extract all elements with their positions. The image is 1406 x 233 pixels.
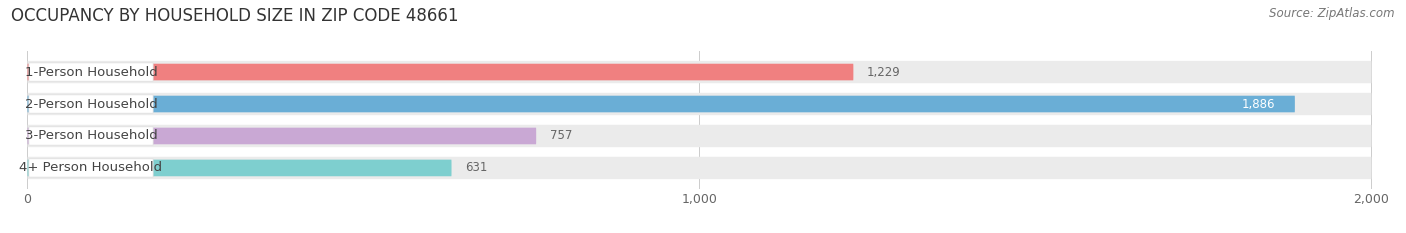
Text: 4+ Person Household: 4+ Person Household	[20, 161, 163, 175]
Text: Source: ZipAtlas.com: Source: ZipAtlas.com	[1270, 7, 1395, 20]
FancyBboxPatch shape	[28, 157, 1371, 179]
Text: OCCUPANCY BY HOUSEHOLD SIZE IN ZIP CODE 48661: OCCUPANCY BY HOUSEHOLD SIZE IN ZIP CODE …	[11, 7, 458, 25]
Text: 2-Person Household: 2-Person Household	[25, 97, 157, 110]
FancyBboxPatch shape	[28, 128, 536, 144]
Text: 757: 757	[550, 130, 572, 143]
Text: 1,886: 1,886	[1241, 97, 1275, 110]
Text: 1,229: 1,229	[868, 65, 901, 79]
FancyBboxPatch shape	[30, 95, 153, 113]
FancyBboxPatch shape	[30, 159, 153, 177]
FancyBboxPatch shape	[30, 63, 153, 81]
FancyBboxPatch shape	[30, 127, 153, 145]
Text: 3-Person Household: 3-Person Household	[25, 130, 157, 143]
FancyBboxPatch shape	[28, 125, 1371, 147]
FancyBboxPatch shape	[28, 93, 1371, 115]
FancyBboxPatch shape	[28, 61, 1371, 83]
FancyBboxPatch shape	[28, 96, 1295, 112]
Text: 631: 631	[465, 161, 488, 175]
FancyBboxPatch shape	[28, 64, 853, 80]
Text: 1-Person Household: 1-Person Household	[25, 65, 157, 79]
FancyBboxPatch shape	[28, 160, 451, 176]
